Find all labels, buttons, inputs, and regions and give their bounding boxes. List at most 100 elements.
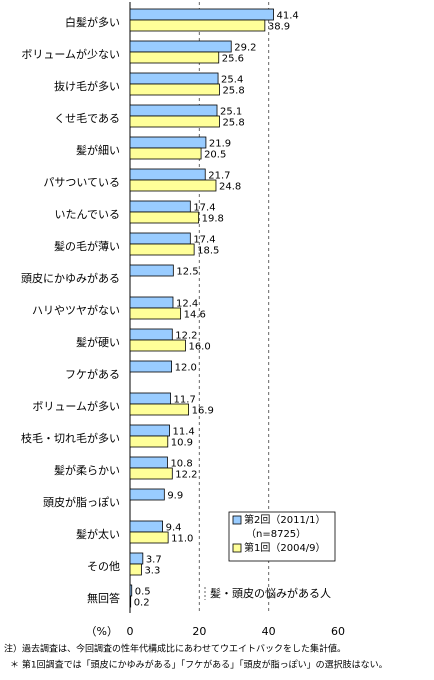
value-label: 9.9 xyxy=(167,491,183,502)
value-label: 20.5 xyxy=(204,150,226,161)
value-label: 9.4 xyxy=(166,523,182,534)
value-label: 11.7 xyxy=(174,395,196,406)
bar xyxy=(129,595,132,608)
bar xyxy=(129,435,169,448)
value-label: 17.4 xyxy=(193,235,215,246)
value-label: 17.4 xyxy=(193,203,215,214)
y-tick-label: 髪が柔らかい xyxy=(54,463,120,477)
bar xyxy=(129,19,266,32)
bar xyxy=(129,339,186,352)
bar xyxy=(129,179,217,192)
y-tick-label: 髪が太い xyxy=(76,527,120,541)
legend-swatch xyxy=(232,543,242,553)
bar xyxy=(129,211,200,224)
y-tick-label: ハリやツヤがない xyxy=(32,303,120,317)
legend-box xyxy=(228,511,336,562)
value-label: 25.8 xyxy=(222,118,244,129)
bar xyxy=(129,200,191,213)
x-tick-label: 0 xyxy=(127,625,134,638)
footnote: ＊ 第1回調査では「頭皮にかゆみがある」「フケがある」「頭皮が脂っぽい」の選択肢… xyxy=(10,659,388,671)
value-label: 38.9 xyxy=(268,22,290,33)
bar xyxy=(129,456,168,469)
value-label: 11.0 xyxy=(171,534,193,545)
x-axis-label: （%） xyxy=(86,625,118,638)
y-tick-label: 抜け毛が多い xyxy=(54,79,120,93)
value-label: 24.8 xyxy=(219,182,241,193)
bar xyxy=(129,136,207,149)
value-label: 12.0 xyxy=(175,363,197,374)
bar xyxy=(129,307,182,320)
x-tick-label: 20 xyxy=(192,625,206,638)
footnote: 注）過去調査は、今回調査の性年代構成比にあわせてウエイトバックをした集計値。 xyxy=(4,643,346,655)
value-label: 0.5 xyxy=(135,587,151,598)
value-label: 12.2 xyxy=(175,331,197,342)
value-label: 29.2 xyxy=(234,43,256,54)
y-tick-label: ボリュームが少ない xyxy=(21,47,120,61)
y-tick-label: 無回答 xyxy=(87,591,120,605)
y-tick-label: 髪の毛が薄い xyxy=(54,239,120,253)
bar xyxy=(129,403,189,416)
bar xyxy=(129,72,219,85)
bar xyxy=(129,8,274,21)
bar xyxy=(129,83,220,96)
legend-swatch xyxy=(232,515,242,525)
y-tick-label: 白髪が多い xyxy=(65,15,120,29)
value-label: 0.2 xyxy=(134,598,150,609)
bar xyxy=(129,147,202,160)
bar xyxy=(129,243,195,256)
value-label: 14.6 xyxy=(184,310,206,321)
value-label: 16.9 xyxy=(192,406,214,417)
value-label: 12.5 xyxy=(176,267,198,278)
y-tick-label: 頭皮が脂っぽい xyxy=(43,495,120,509)
bar xyxy=(129,584,133,597)
y-tick-label: その他 xyxy=(87,560,120,573)
y-tick-label: くせ毛である xyxy=(54,112,120,125)
y-tick-label: 枝毛・切れ毛が多い xyxy=(21,431,120,445)
value-label: 25.6 xyxy=(222,54,244,65)
value-label: 18.5 xyxy=(197,246,219,257)
bar xyxy=(129,232,191,245)
y-tick-label: 髪が硬い xyxy=(76,335,120,349)
value-label: 21.7 xyxy=(208,171,230,182)
bar xyxy=(129,531,169,544)
bar xyxy=(129,563,142,576)
bar xyxy=(129,168,206,181)
value-label: 25.4 xyxy=(221,75,243,86)
value-label: 3.7 xyxy=(146,555,162,566)
bar xyxy=(129,328,173,341)
y-tick-label: 頭皮にかゆみがある xyxy=(21,271,120,285)
y-tick-label: パサついている xyxy=(43,176,120,189)
bar xyxy=(129,264,174,277)
bar xyxy=(129,296,174,309)
value-label: 12.4 xyxy=(176,299,198,310)
value-label: 25.1 xyxy=(220,107,242,118)
bar xyxy=(129,520,163,533)
bar xyxy=(129,115,220,128)
annotation: 髪・頭皮の悩みがある人 xyxy=(210,586,331,600)
value-label: 10.9 xyxy=(171,438,193,449)
value-label: 21.9 xyxy=(209,139,231,150)
y-tick-label: ボリュームが多い xyxy=(32,399,120,413)
value-label: 19.8 xyxy=(202,214,224,225)
bar xyxy=(129,424,170,437)
value-label: 10.8 xyxy=(170,459,192,470)
value-label: 11.4 xyxy=(173,427,195,438)
legend-label: 第1回（2004/9） xyxy=(244,541,326,554)
bar xyxy=(129,467,173,480)
value-label: 3.3 xyxy=(144,566,160,577)
legend-note: （n=8725） xyxy=(246,528,306,540)
bar xyxy=(129,392,171,405)
bar xyxy=(129,104,218,117)
legend-label: 第2回（2011/1） xyxy=(244,513,326,526)
value-label: 16.0 xyxy=(188,342,210,353)
bar xyxy=(129,360,172,373)
x-tick-label: 40 xyxy=(262,625,276,638)
bar xyxy=(129,40,232,53)
bar xyxy=(129,488,165,501)
value-label: 41.4 xyxy=(277,11,299,22)
bar xyxy=(129,552,144,565)
y-tick-label: いたんでいる xyxy=(55,208,120,221)
x-tick-label: 60 xyxy=(331,625,345,638)
y-tick-label: フケがある xyxy=(65,367,120,381)
